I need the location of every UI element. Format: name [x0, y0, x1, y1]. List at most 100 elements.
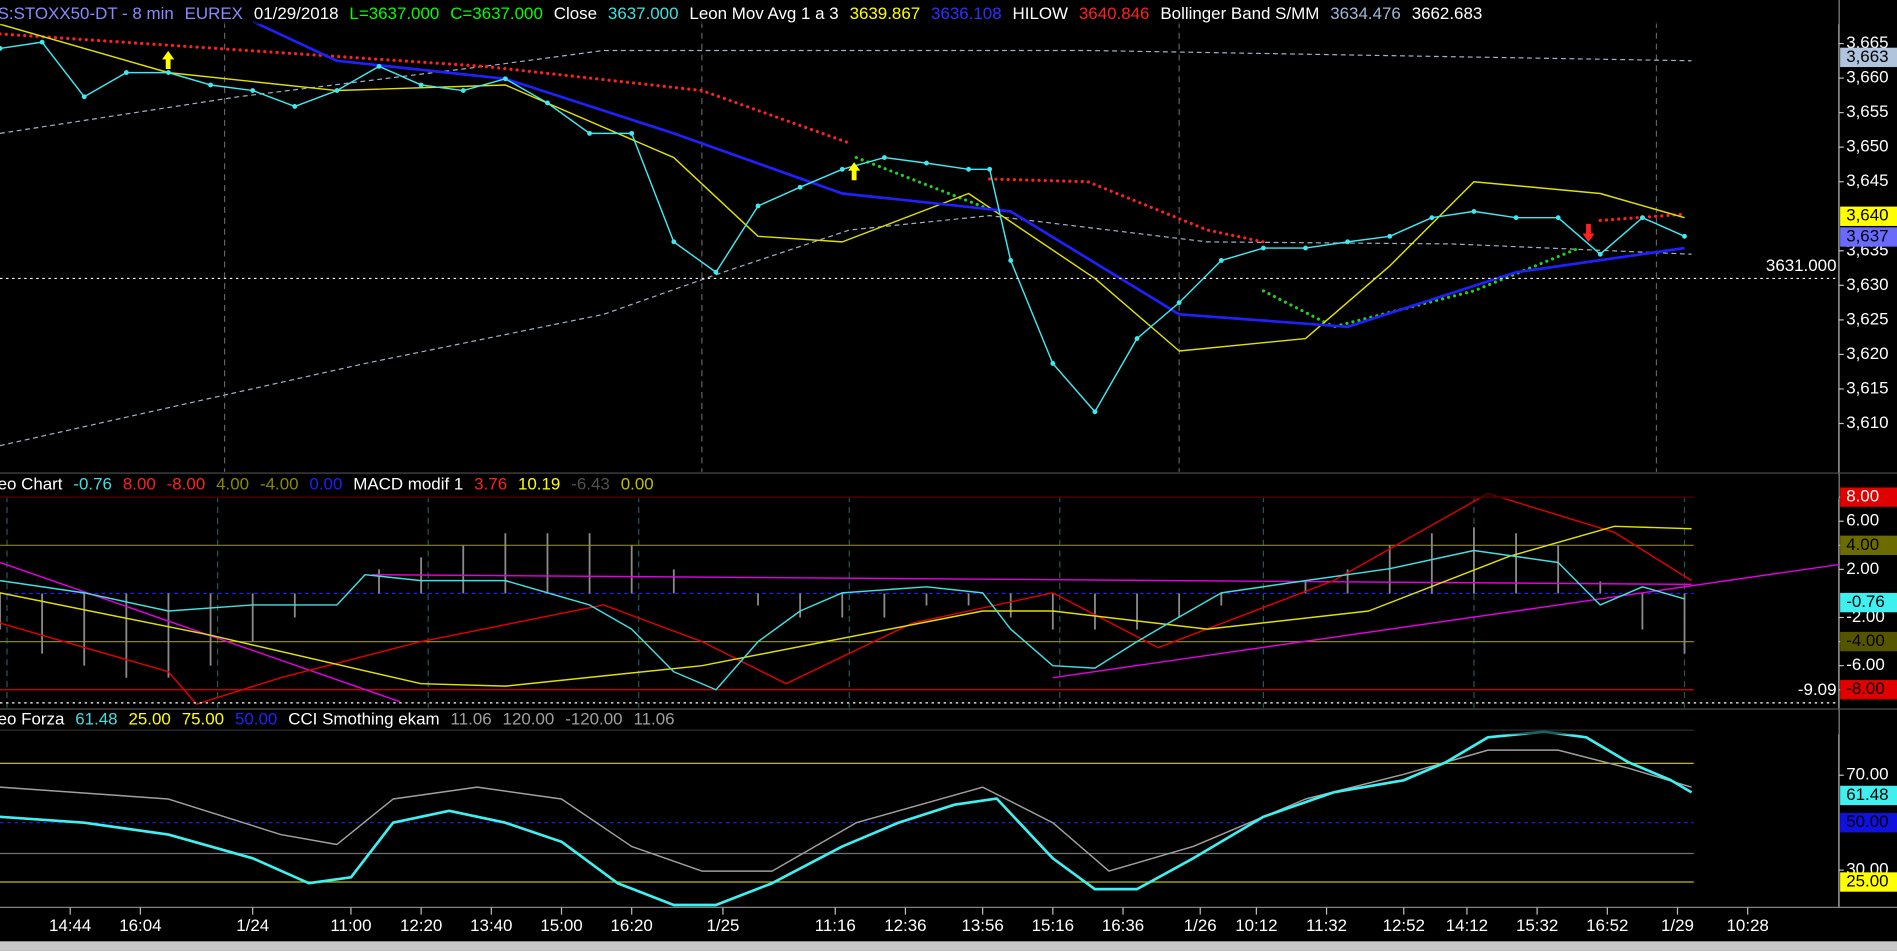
series-line: [0, 492, 1692, 705]
header-text: -4.00: [260, 475, 299, 494]
price-point: [1471, 209, 1477, 214]
series-line: [0, 49, 1692, 134]
header-text: -120.00: [565, 709, 622, 728]
header-text: 3.76: [474, 475, 507, 494]
value-badge: [1840, 227, 1897, 247]
header-text: EUREX: [185, 4, 243, 23]
series-line: [0, 749, 1692, 872]
series-line: [0, 561, 401, 703]
header-text: 25.00: [128, 709, 170, 728]
price-point: [166, 70, 171, 75]
price-point: [1050, 360, 1056, 366]
sell-arrow: [1582, 223, 1595, 243]
y-tick-label: 6.00: [1846, 511, 1879, 530]
price-point: [1597, 251, 1603, 257]
header-backdrop: [0, 474, 1839, 499]
reference-label: 3631.000: [1766, 256, 1837, 275]
price-point: [208, 82, 213, 88]
header-text: eo Chart: [0, 475, 63, 494]
header-text: 3636.108: [931, 4, 1002, 23]
header-backdrop: [0, 0, 1839, 25]
value-badge-label: -0.76: [1846, 592, 1885, 611]
header-text: C=3637.000: [450, 4, 543, 23]
price-point: [1218, 258, 1224, 263]
price-point: [418, 82, 424, 88]
price-point: [1345, 239, 1351, 245]
value-badge-label: 50.00: [1846, 812, 1888, 831]
header-text: 3637.000: [608, 4, 679, 23]
price-point: [797, 184, 803, 190]
series-line: [372, 573, 1692, 586]
series-line: [1052, 563, 1840, 679]
price-point: [1555, 215, 1561, 221]
header-text: eo Forza: [0, 709, 65, 728]
x-tick-label: 15:00: [540, 916, 582, 935]
y-tick-label: 3,630: [1846, 275, 1888, 294]
header-text: -8.00: [167, 475, 206, 494]
panel: -9.098.006.004.002.00-2.00-4.00-6.00-8.0…: [0, 474, 1897, 708]
price-point: [1134, 336, 1140, 341]
price-point: [629, 130, 635, 136]
header-text: 01/29/2018: [254, 4, 339, 23]
price-point: [460, 88, 466, 93]
y-tick-badge: [1840, 487, 1897, 507]
value-badge: [1840, 785, 1897, 806]
x-tick-label: 1/29: [1661, 916, 1694, 935]
series-line: [0, 730, 1693, 907]
price-point: [250, 88, 256, 93]
header-text: Close: [554, 4, 597, 23]
header-text: 3634.476: [1330, 4, 1401, 23]
series-line: [0, 525, 1692, 687]
header-text: 3662.683: [1412, 4, 1483, 23]
y-tick-label: -6.00: [1846, 655, 1885, 674]
price-point: [1387, 233, 1393, 239]
header-text: CCI Smothing ekam: [288, 709, 439, 728]
reference-label: -9.09: [1798, 680, 1837, 699]
series-line: [854, 155, 1581, 329]
x-tick-label: 13:40: [470, 916, 512, 935]
series-line: [0, 23, 1685, 352]
price-point: [81, 94, 87, 100]
price-point: [1260, 245, 1266, 251]
y-tick-label: 8.00: [1846, 487, 1879, 506]
price-point: [502, 76, 508, 82]
y-tick-badge: [1840, 535, 1897, 555]
x-tick-label: 11:16: [815, 916, 856, 935]
x-tick-label: 1/25: [706, 916, 739, 935]
header-text: 61.48: [75, 709, 117, 728]
header-text: 11.06: [451, 709, 492, 728]
price-point: [1429, 215, 1435, 221]
header-text: 8.00: [123, 475, 156, 494]
y-tick-label: 3,625: [1846, 309, 1888, 328]
price-point: [334, 88, 340, 93]
x-tick-label: 15:16: [1032, 916, 1074, 935]
price-point: [966, 166, 972, 172]
y-tick-label: -4.00: [1846, 631, 1885, 650]
value-badge: [1840, 47, 1897, 68]
price-point: [587, 130, 592, 136]
value-badge: [1840, 206, 1897, 226]
value-badge: [1840, 592, 1897, 613]
value-badge: [1840, 872, 1897, 892]
price-point: [39, 39, 45, 45]
price-point: [1639, 215, 1645, 221]
header-text: S:STOXX50-DT - 8 min: [0, 4, 174, 23]
x-tick-label: 10:28: [1727, 916, 1769, 935]
y-tick-label: 4.00: [1846, 535, 1879, 554]
price-point: [671, 239, 677, 245]
price-point: [1092, 409, 1098, 415]
buy-arrow: [162, 50, 175, 69]
price-point: [713, 269, 719, 275]
header-text: 120.00: [503, 709, 555, 728]
value-badge-label: 61.48: [1846, 785, 1888, 804]
value-badge: [1840, 813, 1897, 833]
header-text: 3639.867: [850, 4, 921, 23]
value-badge-label: 3,637: [1846, 226, 1888, 245]
series-line: [0, 41, 1685, 413]
x-tick-label: 14:12: [1446, 916, 1488, 935]
series-line: [0, 549, 1685, 691]
y-tick-label: 3,615: [1846, 378, 1888, 397]
